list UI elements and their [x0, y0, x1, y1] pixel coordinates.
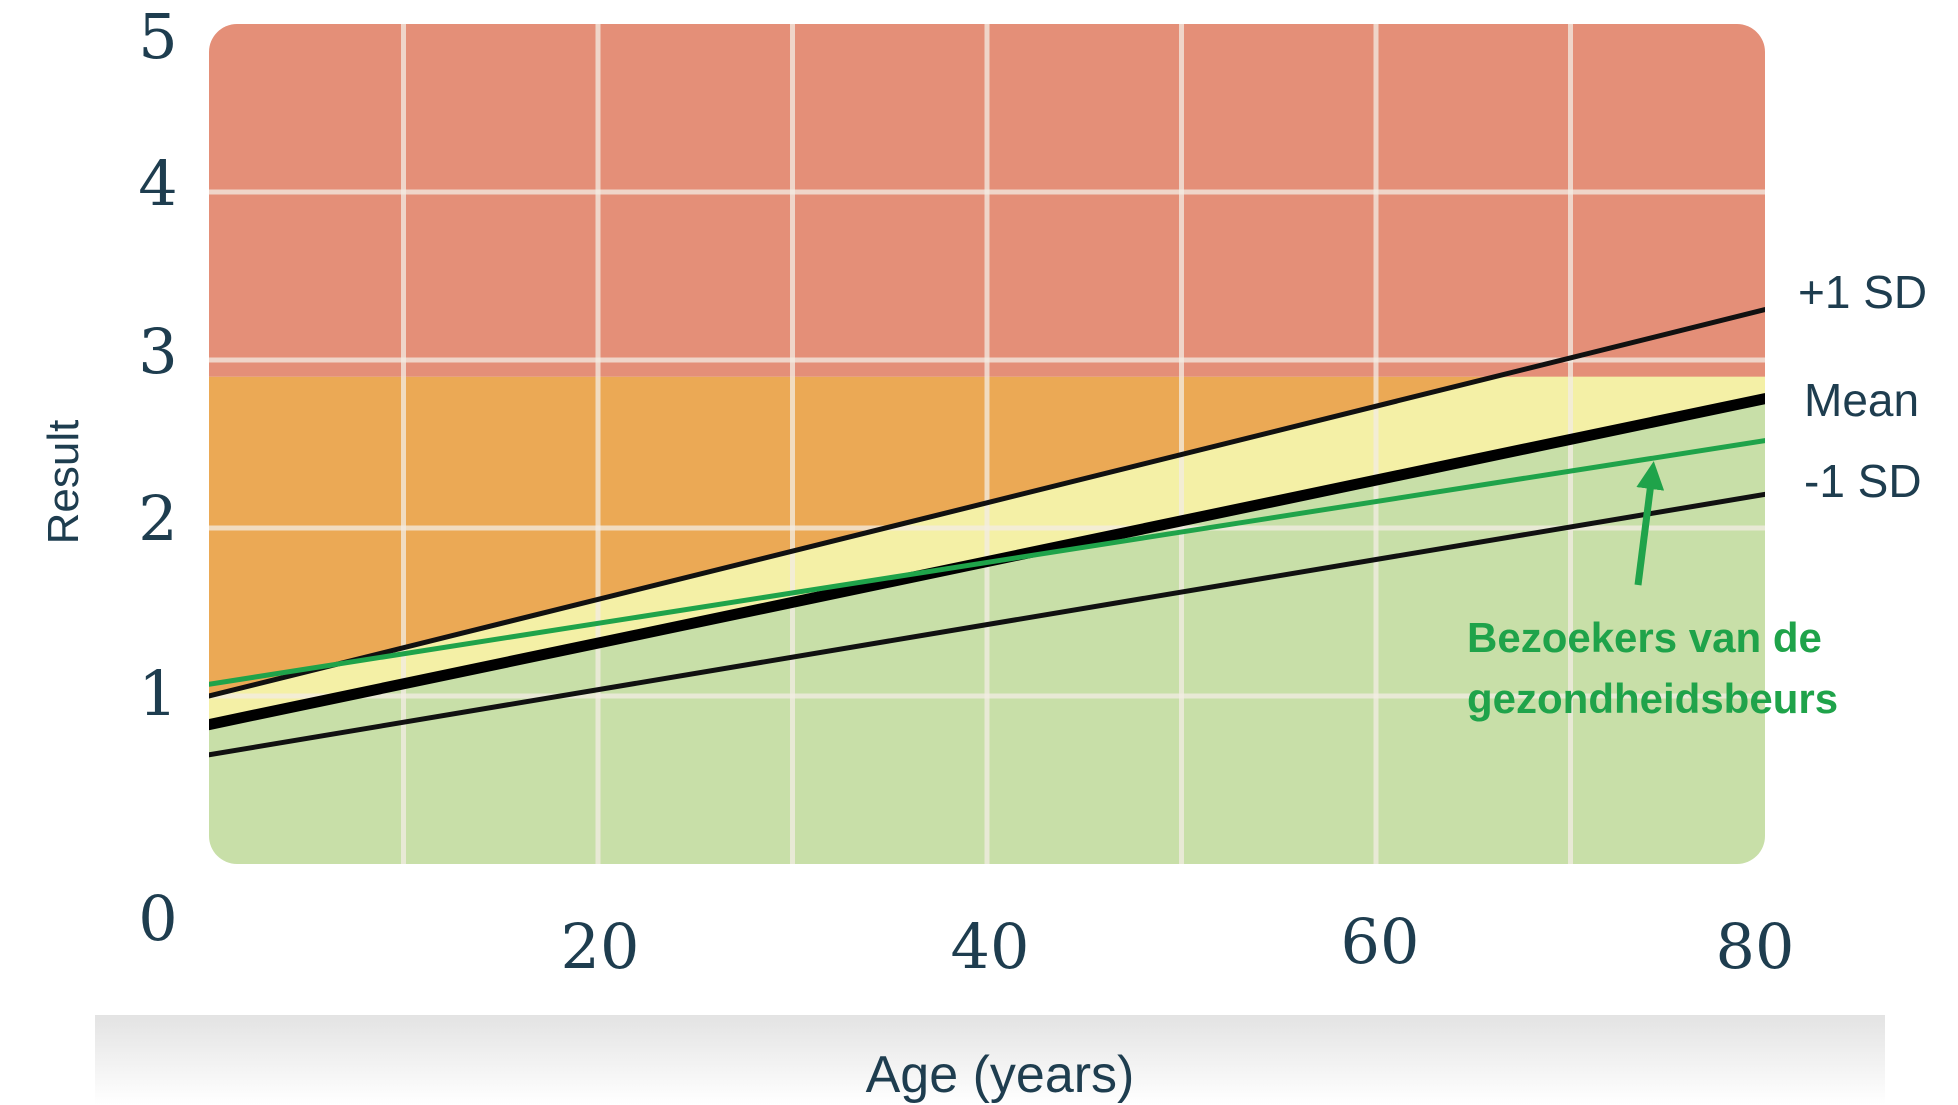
- label-minus-1sd: -1 SD: [1804, 455, 1922, 507]
- series-line-plus-1sd: [209, 307, 1765, 699]
- annotation-arrow: [1634, 461, 1665, 586]
- x-tick-label: 80: [1716, 910, 1795, 983]
- y-tick-label: 1: [138, 657, 177, 730]
- annotation-text-line1: Bezoekers van de: [1467, 614, 1822, 661]
- x-tick-label: 60: [1341, 905, 1420, 978]
- label-mean: Mean: [1804, 374, 1919, 426]
- x-axis-band: [95, 1015, 1885, 1105]
- y-axis-label: Result: [39, 420, 88, 545]
- gridlines: [209, 24, 1765, 864]
- y-tick-label: 5: [138, 0, 177, 73]
- series-line-minus-1sd: [209, 491, 1765, 758]
- plot-area: [209, 24, 1765, 864]
- x-tick-label: 20: [561, 910, 640, 983]
- series-lines: [209, 307, 1765, 758]
- y-tick-label: 4: [138, 147, 177, 220]
- x-tick-label: 40: [951, 910, 1030, 983]
- x-tick-label: 0: [138, 882, 177, 955]
- y-tick-label: 2: [138, 482, 177, 555]
- x-axis-label: Age (years): [866, 1046, 1135, 1104]
- series-line-visitors: [209, 438, 1765, 687]
- x-axis-ticks: 0 20 40 60 80: [138, 882, 1794, 983]
- label-plus-1sd: +1 SD: [1798, 266, 1927, 318]
- annotation-text-line2: gezondheidsbeurs: [1467, 675, 1838, 722]
- y-axis-ticks: 1 2 3 4 5: [138, 0, 177, 730]
- y-tick-label: 3: [138, 315, 177, 388]
